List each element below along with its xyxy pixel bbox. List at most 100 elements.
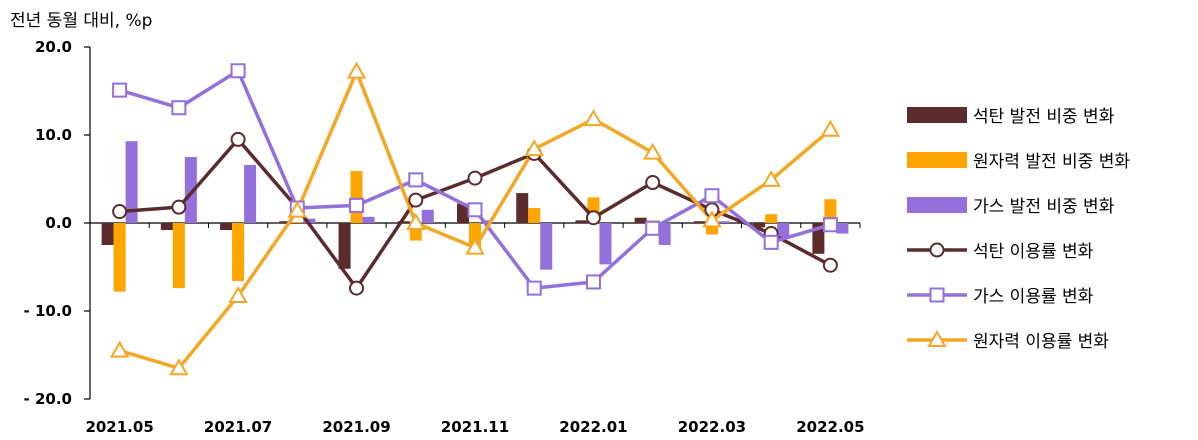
point-square bbox=[112, 82, 128, 98]
y-tick-label: - 10.0 bbox=[24, 302, 72, 320]
point-square bbox=[171, 100, 187, 116]
x-tick-label: 2021.05 bbox=[85, 418, 153, 436]
bar-2 bbox=[528, 208, 541, 223]
x-tick-label: 2022.05 bbox=[796, 418, 864, 436]
point-square bbox=[585, 274, 601, 290]
bar-3 bbox=[777, 223, 790, 239]
x-tick-label: 2021.11 bbox=[441, 418, 509, 436]
bar-1 bbox=[160, 223, 173, 231]
series-line-3 bbox=[119, 69, 832, 370]
point-square bbox=[645, 220, 661, 236]
point-triangle bbox=[287, 200, 308, 218]
y-axis-unit-label: 전년 동월 대비, %p bbox=[10, 11, 153, 31]
bar-3 bbox=[658, 223, 671, 245]
bar-3 bbox=[125, 141, 138, 223]
point-square bbox=[822, 217, 838, 233]
legend-swatch-coal-utilization-line bbox=[905, 238, 971, 262]
chart-canvas: 20.0 10.0 0.0 - 10.0 - 20.0 2021.05 2021.07 202… bbox=[24, 38, 865, 436]
bar-3 bbox=[540, 223, 553, 270]
legend-label: 석탄 이용률 변화 bbox=[973, 242, 1094, 262]
legend-label: 가스 발전 비중 변화 bbox=[973, 197, 1115, 217]
bar-2 bbox=[232, 223, 245, 282]
bar-1 bbox=[338, 223, 351, 269]
legend-swatch-coal-share-bar bbox=[905, 103, 971, 127]
bar-1 bbox=[693, 221, 706, 223]
bar-2 bbox=[172, 223, 185, 289]
bar-1 bbox=[279, 221, 292, 223]
y-tick-label: 10.0 bbox=[35, 126, 72, 144]
y-tick-label: 0.0 bbox=[45, 214, 72, 232]
legend-swatch-nuclear-share-bar bbox=[905, 148, 971, 172]
point-triangle bbox=[524, 139, 544, 157]
point-square bbox=[408, 172, 424, 188]
legend-item-nuclear-utilization: 원자력 이용률 변화 bbox=[905, 317, 1195, 362]
point-triangle bbox=[642, 142, 663, 160]
point-triangle bbox=[346, 61, 367, 79]
bar-2 bbox=[350, 171, 363, 223]
legend-label: 원자력 이용률 변화 bbox=[973, 332, 1109, 352]
point-triangle bbox=[109, 340, 130, 358]
bar-1 bbox=[101, 223, 114, 245]
bar-3 bbox=[717, 221, 730, 223]
line-series-group bbox=[109, 61, 841, 376]
point-square bbox=[349, 197, 365, 213]
point-circle bbox=[230, 131, 246, 147]
x-tick-label: 2021.07 bbox=[204, 418, 272, 436]
bar-1 bbox=[397, 221, 410, 223]
bar-2 bbox=[705, 223, 718, 235]
point-triangle bbox=[702, 210, 722, 228]
point-square bbox=[230, 63, 246, 79]
legend-item-nuclear-share: 원자력 발전 비중 변화 bbox=[905, 137, 1195, 182]
bar-1 bbox=[753, 223, 766, 228]
legend-item-gas-share: 가스 발전 비중 변화 bbox=[905, 182, 1195, 227]
x-tick-label: 2021.09 bbox=[322, 418, 390, 436]
y-tick-label: - 20.0 bbox=[24, 390, 72, 408]
legend-label: 원자력 발전 비중 변화 bbox=[973, 152, 1130, 172]
point-circle bbox=[645, 175, 661, 191]
y-tick-label: 20.0 bbox=[35, 38, 72, 56]
point-triangle bbox=[465, 237, 485, 255]
point-square bbox=[526, 280, 542, 296]
point-triangle bbox=[228, 286, 248, 304]
point-triangle bbox=[406, 212, 426, 230]
point-square bbox=[704, 188, 720, 204]
legend-swatch-nuclear-utilization-line bbox=[905, 328, 971, 352]
bar-1 bbox=[220, 223, 233, 231]
bar-2 bbox=[824, 199, 837, 223]
point-circle bbox=[112, 204, 128, 220]
point-triangle bbox=[583, 109, 604, 127]
legend: 석탄 발전 비중 변화 원자력 발전 비중 변화 가스 발전 비중 변화 석탄 … bbox=[905, 92, 1195, 362]
x-tick-label: 2022.03 bbox=[678, 418, 746, 436]
bar-3 bbox=[421, 209, 434, 223]
point-circle bbox=[585, 210, 601, 226]
point-triangle bbox=[820, 119, 841, 137]
bar-3 bbox=[184, 157, 197, 223]
point-circle bbox=[349, 280, 365, 296]
bar-3 bbox=[362, 216, 375, 223]
bar-3 bbox=[836, 223, 849, 234]
point-triangle bbox=[761, 169, 781, 187]
legend-label: 석탄 발전 비중 변화 bbox=[973, 107, 1115, 127]
point-circle bbox=[171, 199, 187, 215]
point-triangle bbox=[169, 358, 189, 376]
bar-1 bbox=[516, 193, 529, 223]
bar-2 bbox=[765, 214, 778, 223]
bar-2 bbox=[291, 222, 304, 223]
x-tick-label: 2022.01 bbox=[559, 418, 627, 436]
bar-3 bbox=[303, 218, 316, 223]
bar-1 bbox=[575, 220, 588, 223]
point-circle bbox=[408, 192, 424, 208]
bar-2 bbox=[113, 223, 126, 292]
bar-3 bbox=[599, 223, 612, 265]
legend-item-coal-share: 석탄 발전 비중 변화 bbox=[905, 92, 1195, 137]
legend-item-coal-utilization: 석탄 이용률 변화 bbox=[905, 227, 1195, 272]
bar-3 bbox=[244, 164, 257, 223]
legend-item-gas-utilization: 가스 이용률 변화 bbox=[905, 272, 1195, 317]
point-square bbox=[763, 234, 779, 250]
bar-1 bbox=[634, 217, 647, 223]
legend-swatch-gas-share-bar bbox=[905, 193, 971, 217]
point-square bbox=[467, 202, 483, 218]
bar-3 bbox=[481, 220, 493, 223]
legend-swatch-gas-utilization-line bbox=[905, 283, 971, 307]
bar-1 bbox=[457, 203, 469, 223]
